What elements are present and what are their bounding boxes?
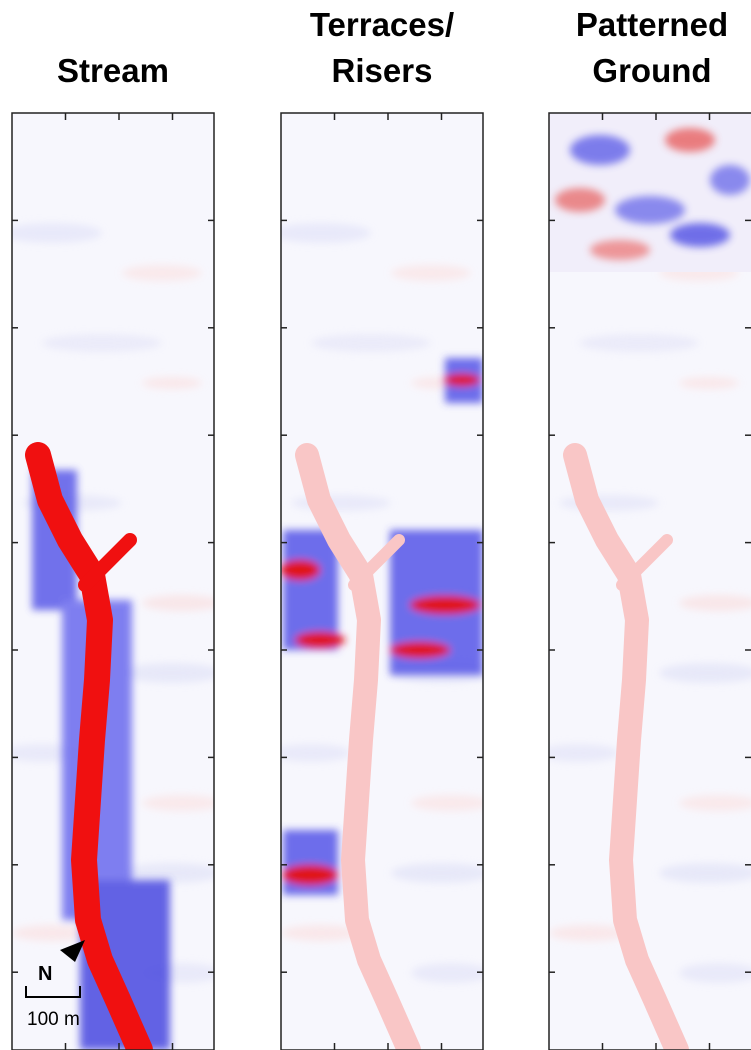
panel-title: Stream bbox=[57, 52, 169, 89]
panel-title: Risers bbox=[332, 52, 433, 89]
panel-title: Ground bbox=[592, 52, 711, 89]
ticks bbox=[12, 113, 751, 1050]
panel-terraces: Terraces/ Risers bbox=[280, 6, 484, 1050]
panel-patterned: Patterned Ground bbox=[548, 6, 751, 1050]
north-label: N bbox=[38, 963, 52, 985]
panel-title: Patterned bbox=[576, 6, 728, 43]
scale-bar bbox=[25, 986, 81, 998]
scale-bar-label: 100 m bbox=[27, 1009, 80, 1030]
panel-stream: Stream N 100 m bbox=[11, 52, 215, 1050]
panel-title: Terraces/ bbox=[310, 6, 454, 43]
